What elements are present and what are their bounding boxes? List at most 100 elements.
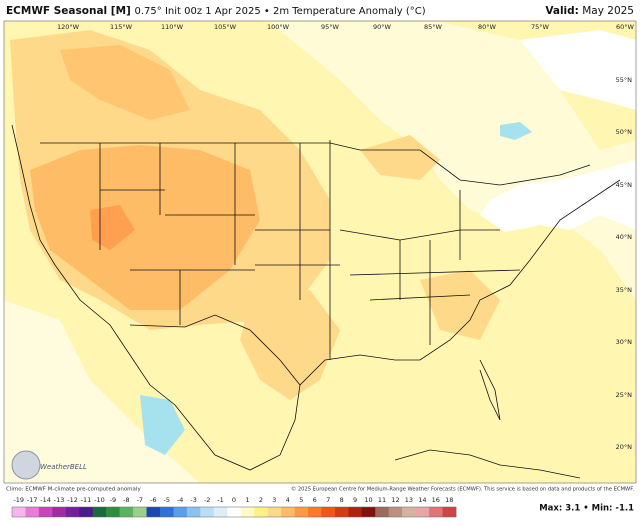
colorbar-cell [25, 507, 40, 517]
boundaries [11, 124, 621, 479]
latitude-label: 35°N [616, 286, 633, 294]
colorbar-cell [52, 507, 67, 517]
valid-label: Valid: [545, 5, 579, 17]
anomaly-warmer [60, 45, 190, 120]
colorbar-cell [227, 507, 242, 517]
colorbar-label: 11 [378, 496, 386, 504]
colorbar-cell [38, 507, 53, 517]
subtitle: 0.75° Init 00z 1 Apr 2025 • 2m Temperatu… [135, 6, 426, 17]
title: ECMWF Seasonal [M] 0.75° Init 00z 1 Apr … [6, 5, 426, 17]
colorbar-cell [429, 507, 443, 517]
colorbar-label: -12 [67, 496, 78, 504]
colorbar-cell [173, 507, 188, 517]
colorbar-cell [375, 507, 390, 517]
longitude-label: 80°W [478, 23, 497, 31]
colorbar-label: 10 [364, 496, 372, 504]
colorbar-cell [334, 507, 349, 517]
header-bar [0, 0, 640, 20]
logo-globe [11, 450, 41, 480]
valid: Valid: May 2025 [545, 5, 634, 17]
longitude-label: 75°W [531, 23, 550, 31]
latitude-label: 40°N [616, 233, 633, 241]
longitude-label: 85°W [424, 23, 443, 31]
colorbar-label: -3 [190, 496, 196, 504]
colorbar-label: 5 [299, 496, 303, 504]
colorbar-cell [402, 507, 416, 517]
longitude-label: 95°W [321, 23, 340, 31]
colorbar-label: -7 [137, 496, 143, 504]
anomaly-warm [360, 135, 440, 180]
colorbar-cell [361, 507, 376, 517]
colorbar-cell [308, 507, 322, 517]
colorbar-cell [133, 507, 147, 517]
longitude-label: 120°W [57, 23, 80, 31]
logo-text: WeatherBELL [40, 463, 87, 471]
anomaly-cool [140, 395, 185, 455]
colorbar-cell [186, 507, 201, 517]
colorbar: -19 -17 -14 -13 -12 -11 -10 -9 -8 -7 -6 -5 -4 -3 -2 -1 0… [11, 496, 457, 518]
anomaly-warm [420, 270, 500, 340]
colorbar-label: 13 [405, 496, 413, 504]
colorbar-label: -13 [54, 496, 65, 504]
colorbar-label: -17 [27, 496, 38, 504]
latitude-label: 45°N [616, 181, 633, 189]
colorbar-cell [65, 507, 80, 517]
colorbar-cell [294, 507, 309, 517]
colorbar-cell [92, 507, 107, 517]
colorbar-label: 7 [326, 496, 330, 504]
colorbar-cell [442, 507, 457, 517]
colorbar-label: 14 [418, 496, 426, 504]
colorbar-cell [281, 507, 295, 517]
anomaly-warm [240, 290, 340, 400]
map: WeatherBELL 120°W 115°W 110°W 105°W 100°W 95°… [3, 20, 637, 484]
colorbar-label: 18 [445, 496, 453, 504]
colorbar-label: 16 [432, 496, 440, 504]
colorbar-label: 8 [340, 496, 344, 504]
colorbar-label: 9 [353, 496, 357, 504]
logo: WeatherBELL [11, 450, 87, 480]
colorbar-cell [267, 507, 282, 517]
colorbar-cell [254, 507, 268, 517]
colorbar-label: 6 [313, 496, 317, 504]
colorbar-label: 12 [391, 496, 399, 504]
map-frame [3, 20, 637, 484]
latitude-label: 55°N [616, 76, 633, 84]
title-text: ECMWF Seasonal [M] [6, 5, 131, 17]
longitude-label: 60°W [616, 23, 635, 31]
colorbar-label: 2 [259, 496, 263, 504]
colorbar-cell [213, 507, 228, 517]
latitude-label: 30°N [616, 338, 633, 346]
colorbar-cell [321, 507, 336, 517]
longitude-label: 115°W [110, 23, 133, 31]
colorbar-cell [388, 507, 403, 517]
colorbar-cell [240, 507, 255, 517]
colorbar-cell [106, 507, 120, 517]
anomaly-white [4, 300, 200, 483]
colorbar-cell [348, 507, 363, 517]
colorbar-cell [415, 507, 430, 517]
colorbar-label: -8 [123, 496, 129, 504]
colorbar-label: -11 [81, 496, 92, 504]
colorbar-label: -14 [40, 496, 51, 504]
anomaly-white [520, 30, 636, 110]
anomaly-light [270, 22, 636, 300]
latitude-label: 20°N [616, 443, 633, 451]
longitude-label: 100°W [267, 23, 290, 31]
colorbar-cell [146, 507, 161, 517]
latitude-label: 50°N [616, 128, 633, 136]
colorbar-label: -4 [177, 496, 183, 504]
anomaly-white [480, 160, 636, 232]
colorbar-frame [11, 506, 457, 518]
colorbar-label: -10 [94, 496, 105, 504]
longitude-label: 105°W [214, 23, 237, 31]
colorbar-cell [119, 507, 134, 517]
colorbar-label: -1 [217, 496, 223, 504]
copyright: © 2025 European Centre for Medium-Range … [291, 486, 634, 493]
colorbar-label: 4 [286, 496, 290, 504]
max-min: Max: 3.1 • Min: -1.1 [539, 504, 634, 514]
colorbar-cell [200, 507, 215, 517]
colorbar-cell [160, 507, 174, 517]
colorbar-cell [12, 507, 26, 517]
anomaly-cool [500, 122, 532, 140]
